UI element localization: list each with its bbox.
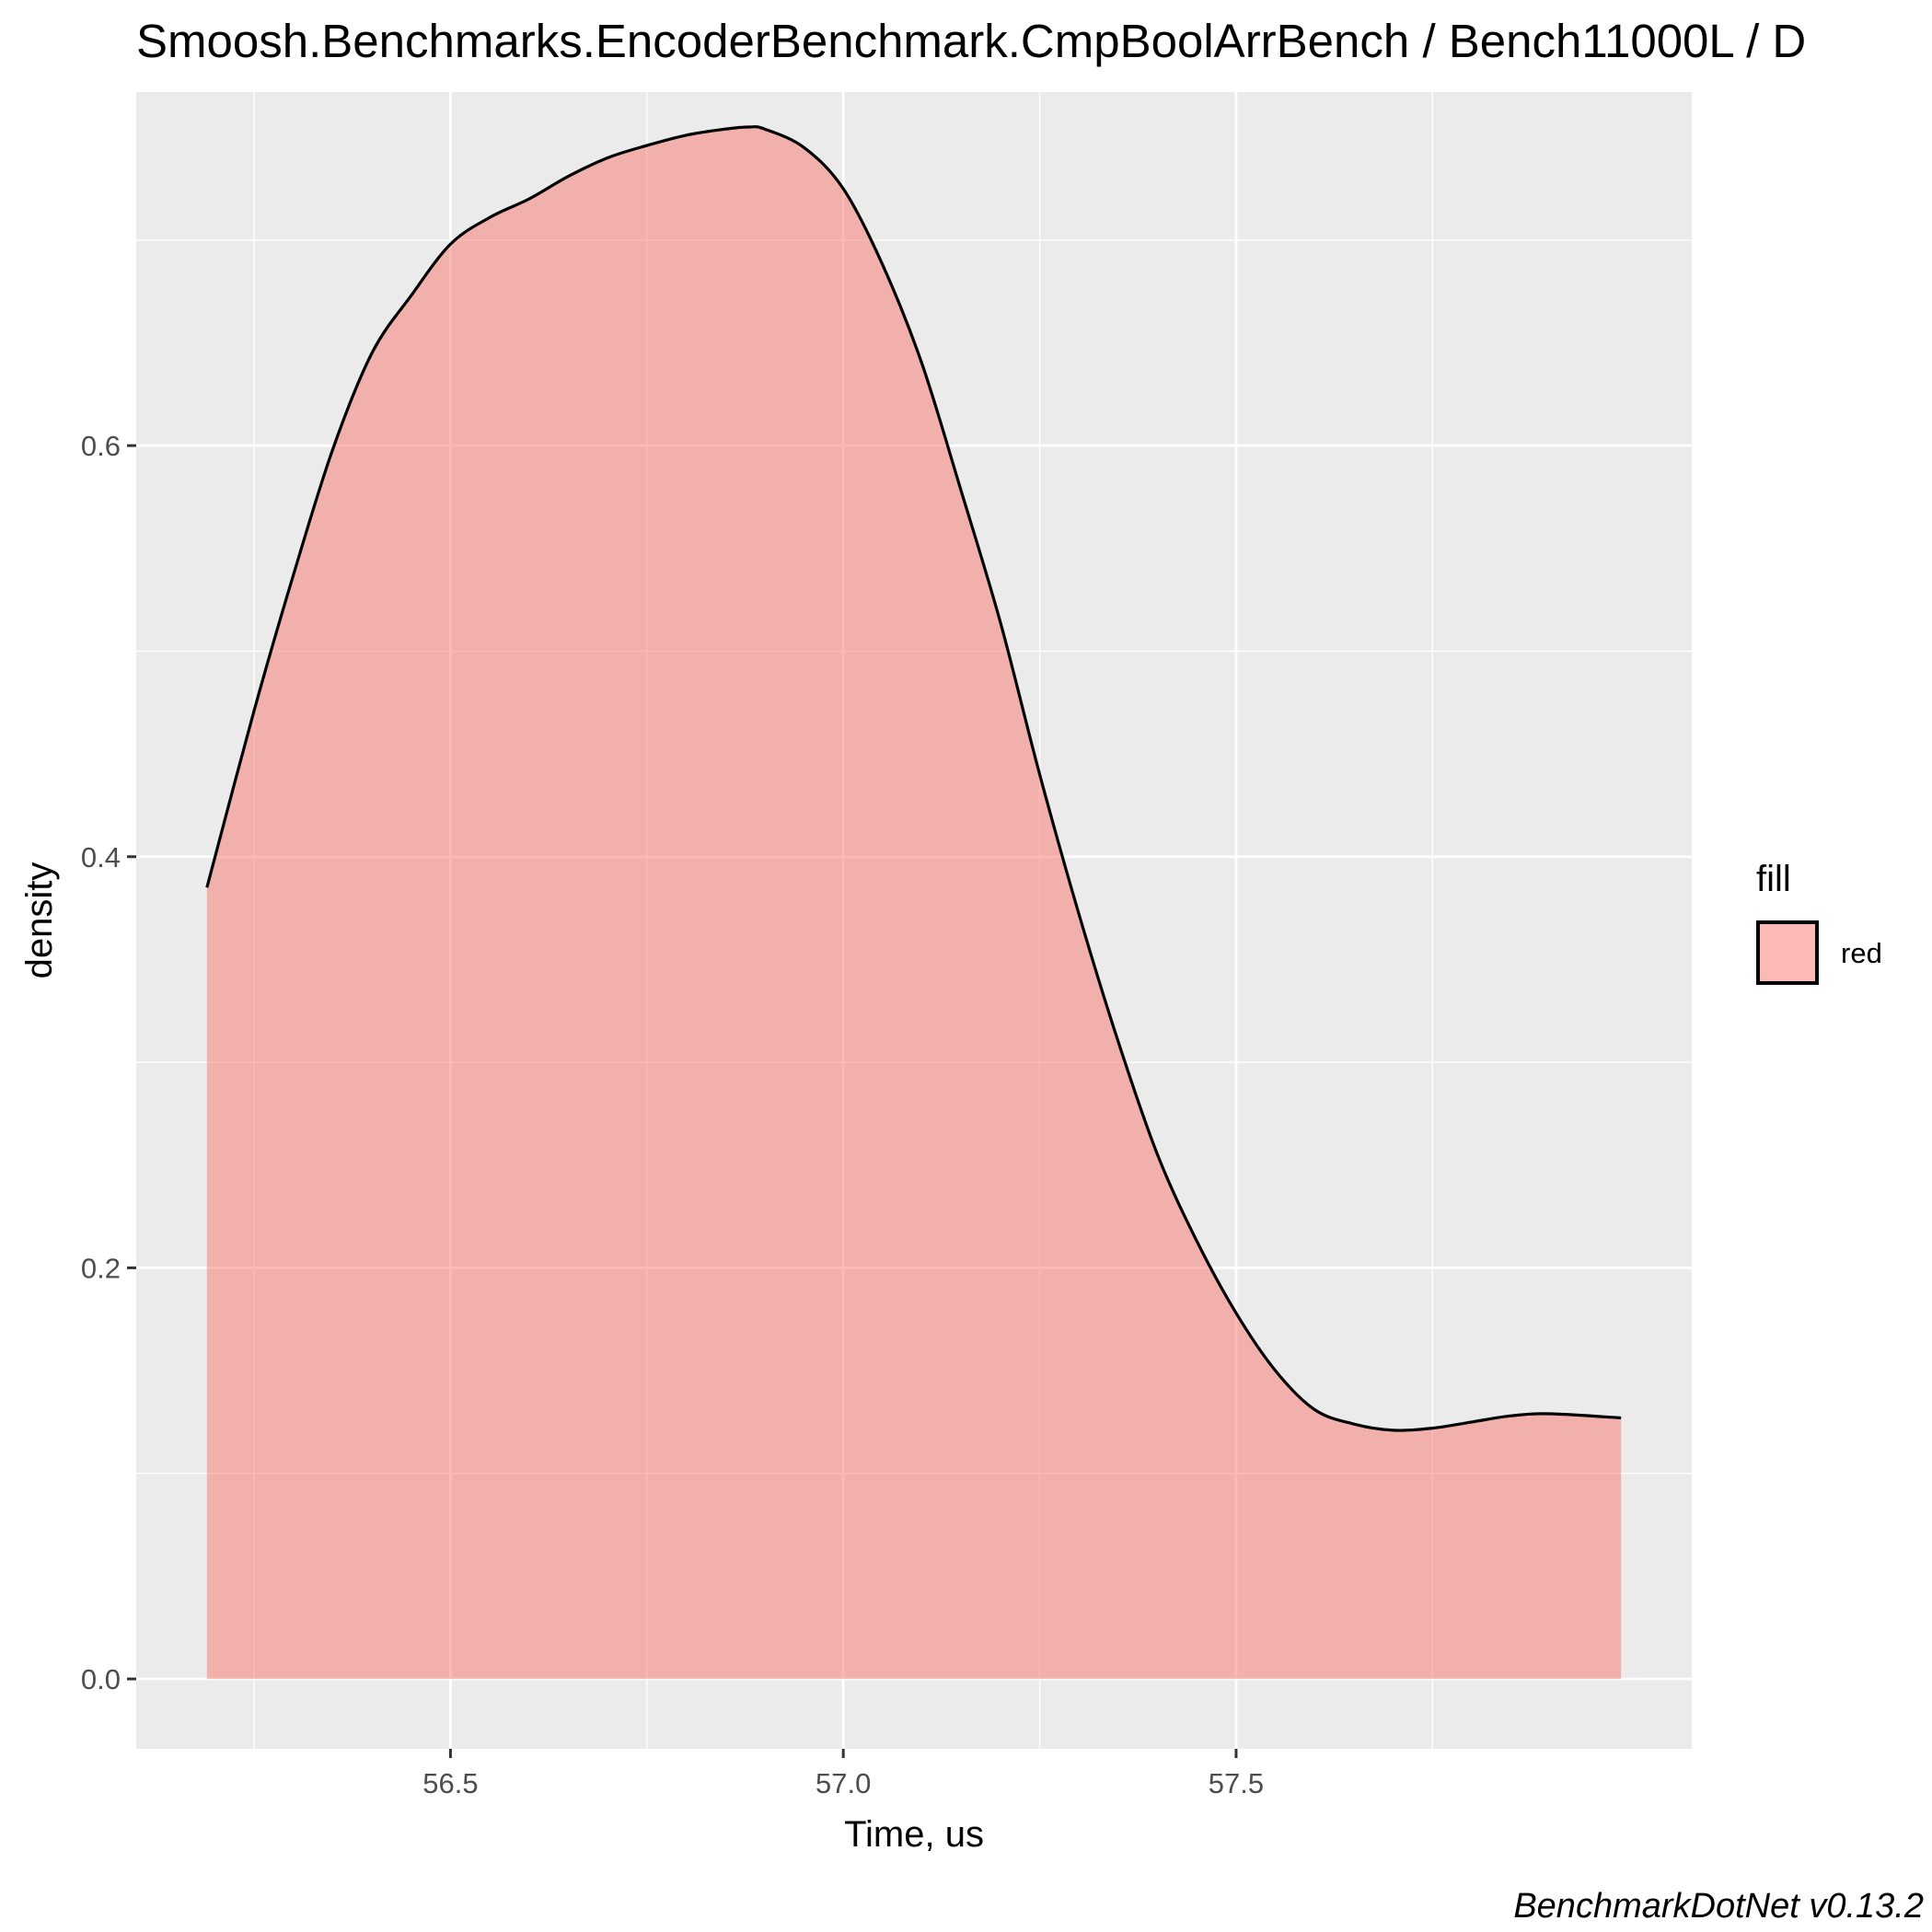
x-tick-label: 56.5 [422, 1767, 478, 1799]
x-tick-label: 57.5 [1209, 1767, 1264, 1799]
x-axis: 56.5 57.0 57.5 [422, 1749, 1264, 1799]
y-axis: 0.0 0.2 0.4 0.6 [81, 430, 136, 1695]
x-tick-label: 57.0 [816, 1767, 871, 1799]
y-tick-label: 0.6 [81, 430, 121, 462]
legend-key-red [1756, 920, 1819, 985]
density-curve [205, 125, 1622, 1432]
chart-title: Smoosh.Benchmarks.EncoderBenchmark.CmpBo… [136, 15, 1806, 67]
x-axis-title: Time, us [844, 1814, 984, 1855]
legend: fill red [1756, 859, 1882, 985]
y-tick-label: 0.0 [81, 1663, 121, 1695]
chart-caption: BenchmarkDotNet v0.13.2 [1513, 1887, 1924, 1926]
y-tick-label: 0.4 [81, 841, 121, 873]
y-axis-title: density [19, 862, 60, 979]
density-area [206, 126, 1622, 1680]
legend-label-red: red [1841, 937, 1882, 969]
y-tick-label: 0.2 [81, 1252, 121, 1284]
legend-title: fill [1756, 859, 1791, 899]
